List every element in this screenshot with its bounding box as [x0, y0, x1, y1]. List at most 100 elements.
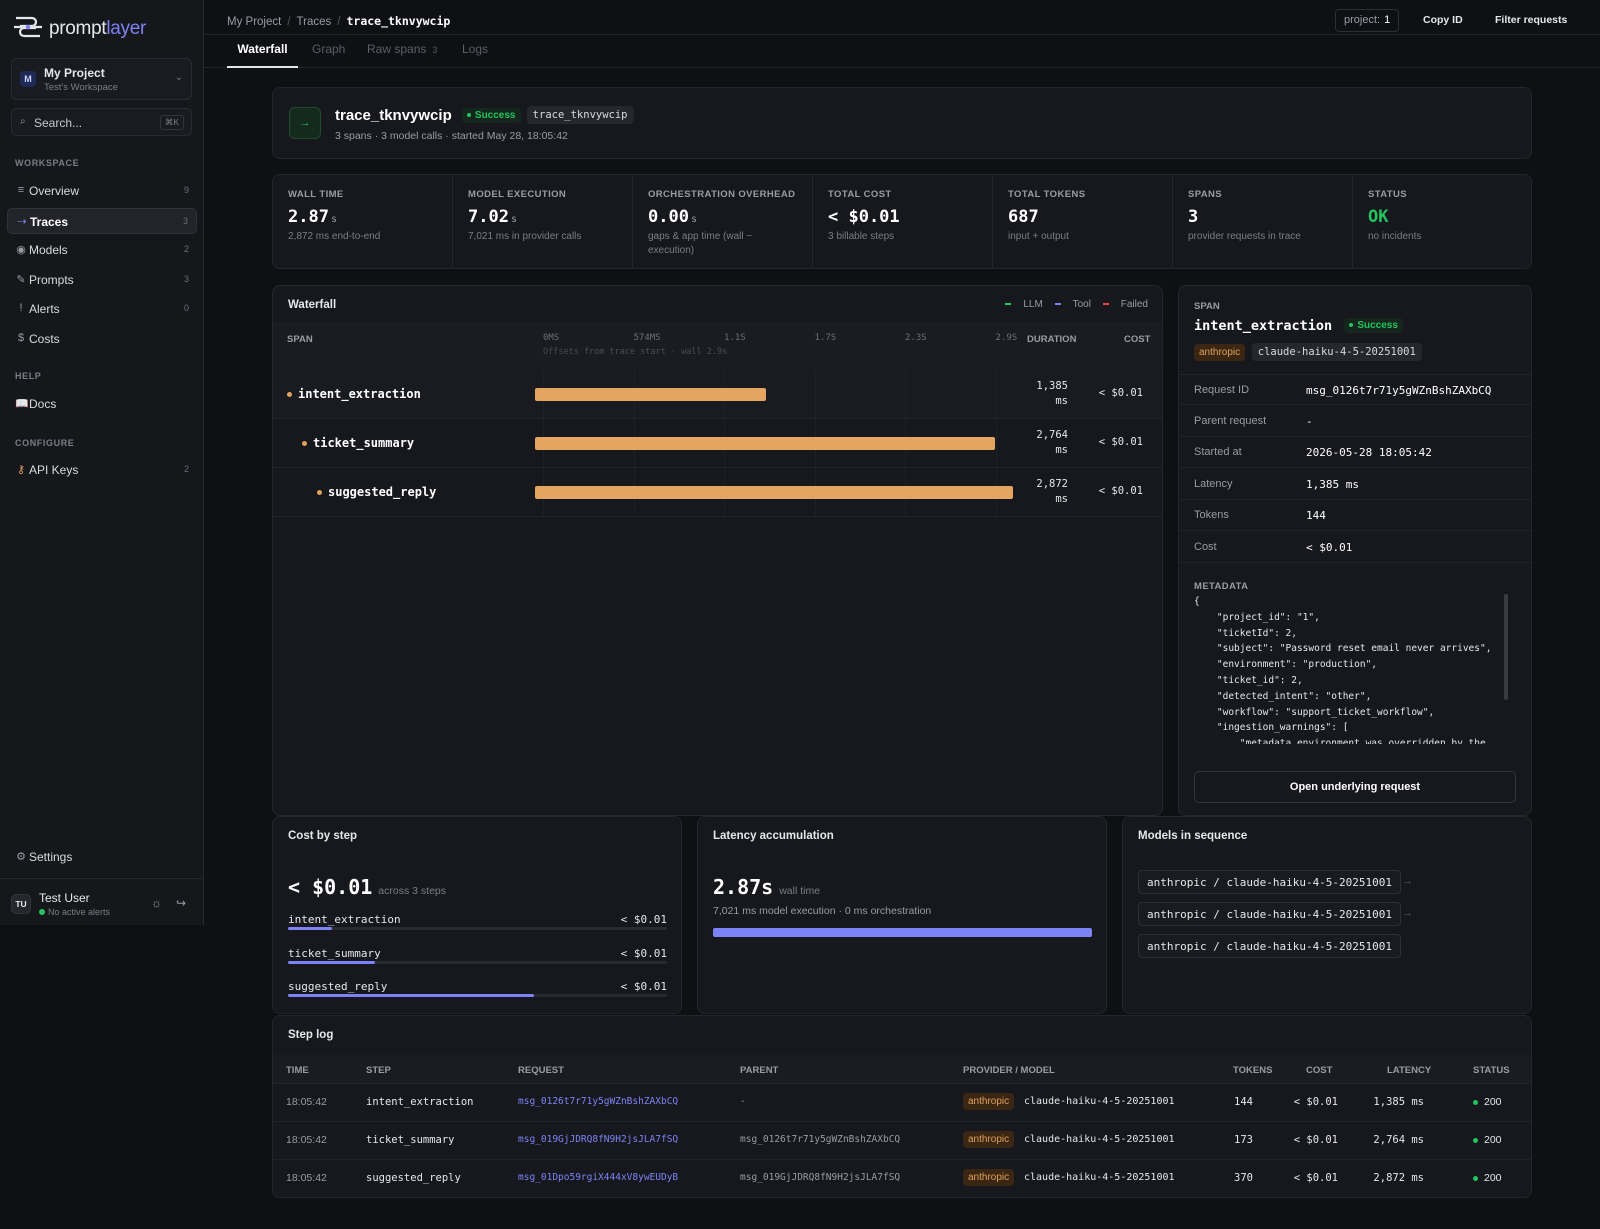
- logo-text: promptlayer: [49, 17, 147, 39]
- copy-id-button[interactable]: Copy ID: [1423, 14, 1463, 26]
- sidebar-item-traces[interactable]: ⇢ Traces 3: [7, 207, 197, 234]
- cell-tokens: 370: [1234, 1172, 1253, 1184]
- waterfall-row[interactable]: suggested_reply 2,872 ms < $0.01: [273, 468, 1162, 517]
- table-row[interactable]: 18:05:42 ticket_summary msg_019GjJDRQ8fN9H…: [273, 1121, 1531, 1159]
- latency-bar: [713, 928, 1092, 937]
- models-panel: Models in sequence anthropic / claude-ha…: [1122, 816, 1532, 1014]
- trace-id-pill[interactable]: trace_tknvywcip: [526, 106, 634, 124]
- model-pill[interactable]: anthropic / claude-haiku-4-5-20251001: [1138, 870, 1402, 894]
- dollar-icon: $: [17, 331, 25, 344]
- sidebar-item-costs[interactable]: $ Costs: [7, 326, 197, 352]
- user-menu[interactable]: TU Test User No active alerts ☼ ↪: [0, 878, 204, 925]
- user-status: No active alerts: [39, 907, 110, 917]
- stat-sub: no incidents: [1368, 231, 1422, 242]
- tab-waterfall[interactable]: Waterfall: [227, 42, 298, 68]
- filter-requests-button[interactable]: Filter requests: [1495, 14, 1568, 26]
- latency-value: 2.87s wall time: [713, 875, 821, 899]
- metadata-scrollbar[interactable]: [1504, 594, 1508, 700]
- cell-latency: 2,764 ms: [1373, 1134, 1424, 1146]
- detail-key: Started at: [1194, 446, 1242, 458]
- span-bar[interactable]: [535, 437, 996, 450]
- search-input[interactable]: ⌕ Search... ⌘K: [11, 108, 192, 136]
- cost-step-track: [288, 994, 667, 997]
- cell-model: claude-haiku-4-5-20251001: [1024, 1134, 1175, 1145]
- cost-step-value: < $0.01: [620, 980, 667, 993]
- stat-status: STATUS OK no incidents: [1353, 175, 1531, 268]
- latency-panel: Latency accumulation 2.87s wall time 7,02…: [697, 816, 1107, 1014]
- col-cost: COST: [1124, 334, 1151, 345]
- stat-sub: provider requests in trace: [1188, 231, 1301, 242]
- legend-llm: LLM: [1005, 299, 1043, 310]
- cost-step-row: ticket_summary < $0.01: [288, 947, 667, 980]
- span-bar[interactable]: [535, 388, 766, 401]
- cost-by-step-title: Cost by step: [288, 830, 358, 842]
- cell-cost: < $0.01: [1293, 1172, 1338, 1184]
- stat-wall-time: WALL TIME 2.87 s 2,872 ms end-to-end: [273, 175, 453, 268]
- cell-parent: -: [740, 1096, 746, 1107]
- sidebar-item-models[interactable]: ◉ Models 2: [7, 237, 197, 263]
- project-filter-pill[interactable]: project: 1: [1335, 9, 1400, 32]
- sidebar-item-label: Alerts: [29, 302, 60, 316]
- span-dot: [317, 490, 322, 495]
- cell-parent: msg_0126t7r71y5gWZnBshZAXbCQ: [740, 1134, 901, 1145]
- cell-request[interactable]: msg_0126t7r71y5gWZnBshZAXbCQ: [518, 1096, 679, 1107]
- book-icon: 📖: [15, 398, 29, 410]
- tab-raw-spans[interactable]: Raw spans 3: [367, 42, 438, 56]
- arrow-right-icon: →: [1402, 875, 1413, 887]
- detail-row-parent-request: Parent request -: [1179, 406, 1531, 437]
- tick-label: 2.3S: [905, 333, 927, 343]
- latency-sub: 7,021 ms model execution · 0 ms orchestr…: [713, 905, 932, 917]
- promptlayer-logo-icon: [11, 12, 45, 45]
- sidebar-item-docs[interactable]: 📖 Docs: [7, 391, 197, 417]
- crumb-project[interactable]: My Project: [227, 16, 282, 28]
- tab-logs[interactable]: Logs: [462, 42, 489, 56]
- status-badge: Success: [1344, 318, 1403, 333]
- status-dot: [1473, 1175, 1478, 1181]
- span-duration: 1,385 ms: [1036, 380, 1068, 407]
- cell-status: 200: [1473, 1172, 1502, 1184]
- table-row[interactable]: 18:05:42 intent_extraction msg_0126t7r71y5…: [273, 1083, 1531, 1121]
- open-request-button[interactable]: Open underlying request: [1194, 771, 1516, 803]
- model-pill[interactable]: anthropic / claude-haiku-4-5-20251001: [1138, 934, 1402, 958]
- step-log-panel: Step log TIME STEP REQUEST PARENT PROVIDER /…: [272, 1015, 1532, 1198]
- table-row[interactable]: 18:05:42 suggested_reply msg_01Dpo59rgiX44…: [273, 1159, 1531, 1197]
- cell-request[interactable]: msg_01Dpo59rgiX444xV8ywEUDyB: [518, 1172, 679, 1183]
- provider-badge: anthropic: [963, 1169, 1015, 1186]
- tab-graph[interactable]: Graph: [312, 42, 346, 56]
- logout-icon[interactable]: ↪: [176, 896, 187, 910]
- sidebar-item-alerts[interactable]: ! Alerts 0: [7, 296, 197, 322]
- waterfall-row[interactable]: ticket_summary 2,764 ms < $0.01: [273, 419, 1162, 468]
- tabs: Waterfall Graph Raw spans 3 Logs: [204, 35, 1600, 68]
- workspace-name: Test's Workspace: [44, 82, 118, 93]
- sidebar-item-settings[interactable]: ⚙ Settings: [7, 844, 197, 870]
- model-pill[interactable]: anthropic / claude-haiku-4-5-20251001: [1138, 902, 1402, 926]
- sidebar-item-api-keys[interactable]: ⚷ API Keys 2: [7, 457, 197, 483]
- sidebar-item-label: Costs: [29, 331, 60, 346]
- waterfall-row[interactable]: intent_extraction 1,385 ms < $0.01: [273, 370, 1162, 419]
- search-placeholder: Search...: [34, 116, 83, 130]
- status-badge: Success: [461, 108, 521, 123]
- crumb-traces[interactable]: Traces: [296, 16, 332, 28]
- span-bar[interactable]: [535, 486, 1013, 499]
- span-cost: < $0.01: [1098, 436, 1143, 448]
- cost-step-fill: [288, 927, 332, 930]
- sidebar-item-count: 2: [183, 464, 189, 474]
- detail-row-started-at: Started at 2026-05-28 18:05:42: [1179, 437, 1531, 468]
- cell-tokens: 173: [1234, 1134, 1253, 1146]
- sidebar-item-prompts[interactable]: ✎ Prompts 3: [7, 267, 197, 293]
- avatar: TU: [11, 894, 31, 914]
- stat-label: WALL TIME: [288, 189, 344, 200]
- sidebar-item-label: Settings: [29, 850, 73, 864]
- topbar: My Project / Traces / trace_tknvywcip projec…: [204, 0, 1600, 35]
- col-time: TIME: [286, 1065, 309, 1076]
- theme-toggle-icon[interactable]: ☼: [151, 896, 162, 910]
- cell-step: suggested_reply: [366, 1172, 461, 1184]
- project-switcher[interactable]: M My Project Test's Workspace ⌄: [11, 58, 192, 100]
- cell-request[interactable]: msg_019GjJDRQ8fN9H2jsJLA7fSQ: [518, 1134, 679, 1145]
- detail-row-tokens: Tokens 144: [1179, 500, 1531, 531]
- sidebar-item-label: Traces: [30, 214, 69, 229]
- stat-label: STATUS: [1368, 189, 1407, 200]
- sidebar-item-overview[interactable]: ≡ Overview 9: [7, 178, 197, 204]
- col-parent: PARENT: [740, 1065, 779, 1076]
- logo[interactable]: promptlayer: [11, 12, 146, 45]
